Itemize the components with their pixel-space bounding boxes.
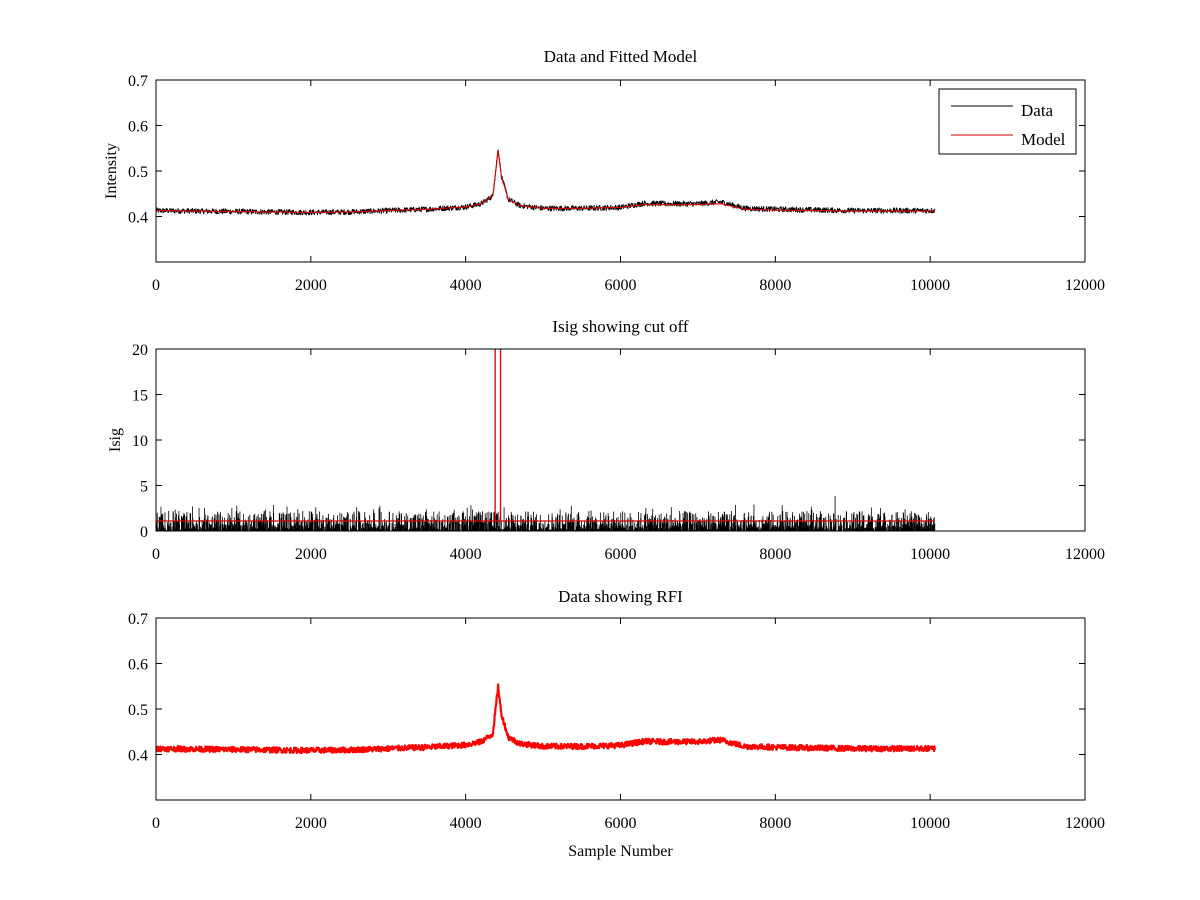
x-tick-label: 10000 xyxy=(910,277,950,294)
panel-2-ylabel: Isig xyxy=(107,428,124,452)
panel-1-ticks: 0 2000 4000 6000 8000 10000 12000 0.4 0.5 0.6 0.7 xyxy=(128,73,1105,294)
series-model xyxy=(156,149,935,213)
x-tick-label: 12000 xyxy=(1065,277,1105,294)
panel-2-title: Isig showing cut off xyxy=(552,317,688,336)
y-tick-label: 10 xyxy=(132,433,148,450)
panel-3: Data showing RFI 0 2000 4000 6000 8000 10000 1… xyxy=(128,587,1105,860)
y-tick-label: 0.7 xyxy=(128,73,148,90)
y-tick-label: 0.7 xyxy=(128,611,148,628)
x-tick-label: 4000 xyxy=(450,546,482,563)
x-tick-label: 6000 xyxy=(605,546,637,563)
y-tick-label: 0.6 xyxy=(128,119,148,136)
panel-1: Data and Fitted Model Intensity 0 2000 400… xyxy=(103,47,1105,294)
panel-1-title: Data and Fitted Model xyxy=(544,47,698,66)
x-tick-label: 0 xyxy=(152,277,160,294)
series-data xyxy=(156,683,936,755)
panel-2-ticks: 0 2000 4000 6000 8000 10000 12000 0 5 10 15 20 xyxy=(132,342,1105,563)
y-tick-label: 20 xyxy=(132,342,148,359)
panel-3-xlabel: Sample Number xyxy=(568,843,673,860)
x-tick-label: 2000 xyxy=(295,277,327,294)
x-tick-label: 6000 xyxy=(605,277,637,294)
y-tick-label: 0.5 xyxy=(128,164,148,181)
y-tick-label: 0.6 xyxy=(128,657,148,674)
y-tick-label: 5 xyxy=(140,479,148,496)
y-tick-label: 0.4 xyxy=(128,748,148,765)
x-tick-label: 0 xyxy=(152,815,160,832)
y-tick-label: 0.5 xyxy=(128,702,148,719)
x-tick-label: 12000 xyxy=(1065,815,1105,832)
x-tick-label: 2000 xyxy=(295,546,327,563)
x-tick-label: 6000 xyxy=(605,815,637,832)
panel-1-ylabel: Intensity xyxy=(103,143,120,199)
y-tick-label: 0 xyxy=(140,524,148,541)
legend-model-label: Model xyxy=(1021,130,1066,149)
y-tick-label: 0.4 xyxy=(128,210,148,227)
legend-data-label: Data xyxy=(1021,101,1054,120)
x-tick-label: 10000 xyxy=(910,546,950,563)
x-tick-label: 8000 xyxy=(759,546,791,563)
panel-3-ticks: 0 2000 4000 6000 8000 10000 12000 0.4 0.5 0.6 0.7 xyxy=(128,611,1105,832)
x-tick-label: 12000 xyxy=(1065,546,1105,563)
panel-3-plot-area xyxy=(156,683,936,755)
x-tick-label: 0 xyxy=(152,546,160,563)
y-tick-label: 15 xyxy=(132,388,148,405)
x-tick-label: 8000 xyxy=(759,277,791,294)
x-tick-label: 8000 xyxy=(759,815,791,832)
x-tick-label: 4000 xyxy=(450,277,482,294)
panel-3-title: Data showing RFI xyxy=(558,587,683,606)
x-tick-label: 10000 xyxy=(910,815,950,832)
x-tick-label: 2000 xyxy=(295,815,327,832)
panel-1-plot-area xyxy=(156,149,936,216)
panel-1-legend: Data Model xyxy=(938,88,1077,155)
panel-2: Isig showing cut off Isig 0 2000 4000 6000 8… xyxy=(107,317,1105,563)
x-tick-label: 4000 xyxy=(450,815,482,832)
legend-box xyxy=(938,88,1077,155)
